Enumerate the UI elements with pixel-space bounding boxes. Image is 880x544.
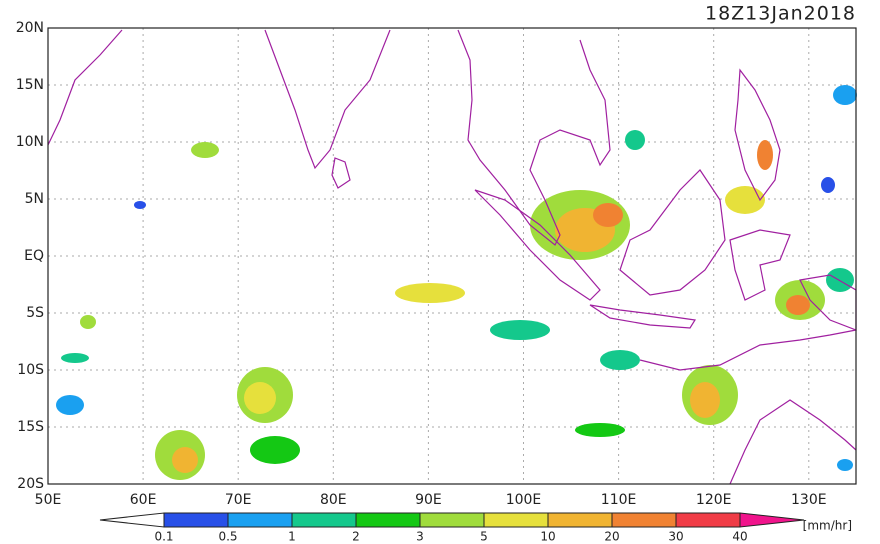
lat-label: 5S [26,305,44,321]
precipitation [56,85,857,480]
lon-label: 110E [601,492,637,508]
colorbar-bin [675,512,741,528]
lat-label: 20N [16,20,44,36]
colorbar-label: 0.5 [218,530,237,544]
lon-label: 100E [506,492,542,508]
colorbar-label: 1 [288,530,296,544]
lat-label: EQ [24,248,44,264]
colorbar-label: 5 [480,530,488,544]
grid [48,28,856,484]
colorbar-bin [547,512,613,528]
colorbar-label: 10 [540,530,555,544]
map-title: 18Z13Jan2018 [705,3,856,25]
lat-label: 10S [17,362,44,378]
lon-label: 130E [791,492,827,508]
colorbar-bin [611,512,677,528]
colorbar: 0.1 0.5 1 2 3 5 10 20 30 40 [99,512,805,544]
lat-label: 20S [17,476,44,492]
colorbar-unit: [mm/hr] [803,519,852,533]
colorbar-bin [163,512,229,528]
lon-label: 80E [320,492,347,508]
colorbar-label: 0.1 [154,530,173,544]
lat-label: 15S [17,419,44,435]
colorbar-arrow [739,512,805,528]
lon-label: 90E [415,492,442,508]
colorbar-label: 30 [668,530,683,544]
lat-label: 15N [16,77,44,93]
colorbar-label: 40 [732,530,747,544]
colorbar-bin [291,512,357,528]
lon-label: 60E [130,492,157,508]
lon-label: 120E [696,492,732,508]
colorbar-bin [227,512,293,528]
colorbar-label: 2 [352,530,360,544]
coastlines [47,29,857,485]
colorbar-label: 20 [604,530,619,544]
lon-label: 50E [35,492,62,508]
lon-label: 70E [225,492,252,508]
colorbar-label: 3 [416,530,424,544]
lat-label: 5N [25,191,44,207]
colorbar-bin [419,512,485,528]
map-frame [47,27,857,485]
colorbar-arrow [99,512,165,528]
colorbar-bin [483,512,549,528]
lat-label: 10N [16,134,44,150]
colorbar-bin [355,512,421,528]
